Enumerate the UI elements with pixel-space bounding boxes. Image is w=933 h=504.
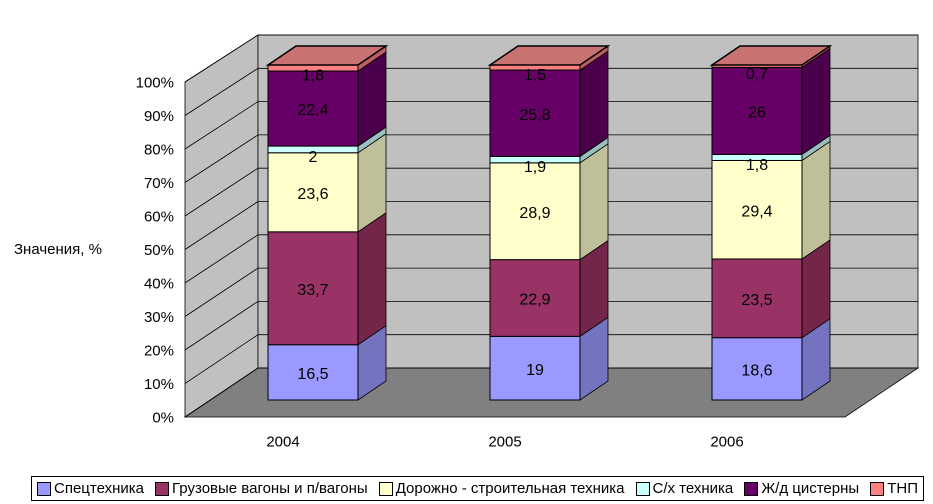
bar-value-label: 0,7 [746,66,768,83]
bar-value-label: 18,6 [741,362,772,379]
bar-value-label: 28,9 [519,205,550,222]
bar-value-label: 1,8 [746,157,768,174]
bar-1-segment-1 [489,259,581,337]
legend-swatch-icon [744,481,759,496]
bar-value-label: 1,5 [524,67,546,84]
bar-value-label: 19 [526,362,544,379]
bar-2-side-2 [801,140,831,260]
bar-1-segment-0 [489,335,581,401]
bar-value-label: 33,7 [297,282,328,299]
bar-value-label: 25,8 [519,107,550,124]
legend-label: Ж/д цистерны [761,480,860,497]
legend-swatch-icon [155,481,170,496]
wall-tick-line [184,201,259,250]
bar-0-side-1 [357,212,387,346]
y-tick-label: 90% [144,108,174,125]
bar-value-label: 22,9 [519,292,550,309]
legend-item: Ж/д цистерны [744,480,859,497]
bar-value-label: 22,4 [297,102,328,119]
bar-value-label: 23,6 [297,186,328,203]
y-tick-label: 20% [144,342,174,359]
wall-tick-line [184,367,259,418]
x-tick-label: 2006 [710,433,743,450]
bar-value-label: 2 [309,149,318,166]
legend-swatch-icon [37,481,51,496]
bar-2-segment-2 [711,159,803,260]
wall-tick-line [184,34,259,83]
legend-label: Спецтехника [54,480,144,497]
wall-tick-line [184,67,259,116]
bar-1-top-face [487,45,611,66]
wall-tick-line [184,234,259,284]
y-tick-label: 70% [144,175,174,192]
bar-0-segment-2 [267,152,359,233]
wall-tick-line [184,267,259,317]
bar-0-segment-1 [267,231,359,346]
legend-label: Грузовые вагоны и п/вагоны [172,480,368,497]
bar-2-top-face [709,45,833,66]
wall-tick-line [184,101,259,150]
y-tick-label: 80% [144,141,174,158]
legend-item: Грузовые вагоны и п/вагоны [155,480,368,497]
legend-item: ТНП [870,480,918,497]
bar-value-label: 26 [748,104,766,121]
bar-value-label: 29,4 [741,203,772,220]
y-tick-label: 60% [144,208,174,225]
bar-2-segment-4 [711,66,803,155]
legend-swatch-icon [378,481,393,496]
y-tick-label: 10% [144,376,174,393]
y-tick-label: 40% [144,275,174,292]
legend: Спецтехника Грузовые вагоны и п/вагоны Дор… [31,476,924,501]
bar-value-label: 23,5 [741,292,772,309]
bar-0-segment-0 [267,344,359,401]
y-tick-label: 50% [144,242,174,259]
legend-item: Спецтехника [37,480,144,497]
legend-label: ТНП [887,480,918,497]
bar-1-segment-4 [489,69,581,157]
y-tick-label: 100% [136,74,174,91]
wall-tick-line [184,301,259,351]
bar-1-segment-2 [489,162,581,261]
y-tick-label: 0% [152,409,174,426]
legend-label: С/х техника [652,480,734,497]
bar-0-top-face [265,45,389,66]
legend-item: С/х техника [635,480,734,497]
legend-item: Дорожно - строительная техника [378,480,625,497]
wall-tick-line [184,134,259,183]
x-tick-label: 2005 [488,433,521,450]
y-tick-label: 30% [144,309,174,326]
x-tick-label: 2004 [266,433,299,450]
wall-tick-line [184,334,259,384]
bar-2-segment-1 [711,258,803,339]
wall-tick-line [184,167,259,217]
bar-value-label: 16,5 [297,366,328,383]
legend-label: Дорожно - строительная техника [395,480,625,497]
legend-swatch-icon [870,481,885,496]
bar-value-label: 1,8 [302,68,324,85]
y-axis-title: Значения, % [14,241,102,258]
bar-1-side-2 [579,143,609,261]
bar-value-label: 1,9 [524,159,546,176]
legend-swatch-icon [635,481,650,496]
